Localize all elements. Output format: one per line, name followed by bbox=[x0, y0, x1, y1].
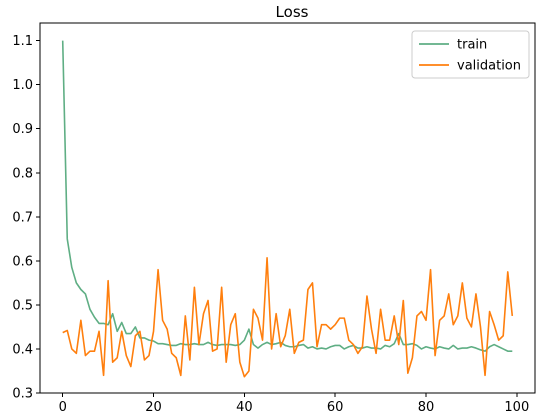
y-tick-label: 0.9 bbox=[12, 122, 33, 137]
x-tick-label: 80 bbox=[418, 400, 435, 415]
y-tick-label: 0.4 bbox=[12, 342, 33, 357]
plot-frame bbox=[39, 22, 536, 394]
chart-title: Loss bbox=[276, 3, 309, 21]
x-tick-label: 100 bbox=[504, 400, 529, 415]
y-tick-label: 1.1 bbox=[12, 34, 33, 49]
y-tick-label: 0.7 bbox=[12, 210, 33, 225]
legend: train validation bbox=[411, 30, 530, 79]
legend-label-train: train bbox=[457, 38, 487, 53]
x-tick-label: 0 bbox=[59, 400, 67, 415]
y-tick-label: 0.3 bbox=[12, 387, 33, 402]
x-tick-label: 60 bbox=[327, 400, 344, 415]
x-tick-label: 20 bbox=[145, 400, 162, 415]
legend-label-validation: validation bbox=[457, 59, 521, 74]
y-tick-label: 0.8 bbox=[12, 166, 33, 181]
plot-lines bbox=[61, 40, 514, 378]
y-tick-label: 1.0 bbox=[12, 78, 33, 93]
y-tick-label: 0.6 bbox=[12, 254, 33, 269]
legend-box bbox=[411, 30, 530, 79]
series-line-validation bbox=[62, 256, 514, 378]
y-tick-label: 0.5 bbox=[12, 298, 33, 313]
axes bbox=[39, 22, 536, 394]
x-tick-label: 40 bbox=[236, 400, 253, 415]
ticks: 0 20 40 60 80 100 0.3 0.4 0.5 0.6 0.7 0.8 0.9 1.0 1.1 bbox=[12, 34, 529, 415]
series-line-train bbox=[61, 40, 513, 352]
